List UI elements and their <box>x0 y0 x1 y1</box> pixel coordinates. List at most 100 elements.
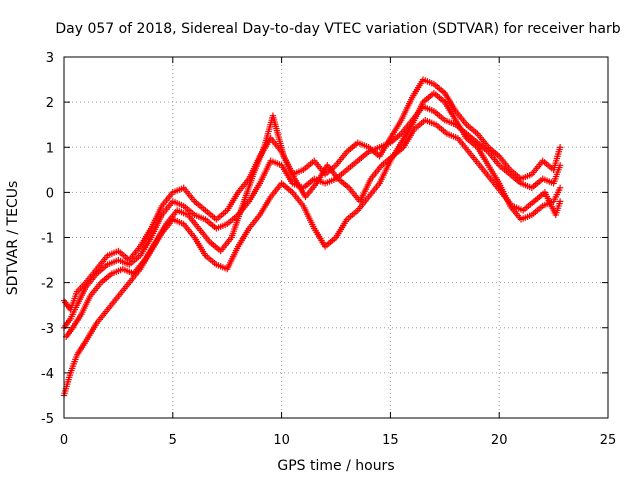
trace-markers <box>117 249 131 262</box>
trace-markers <box>530 177 545 190</box>
trace-markers <box>83 322 99 343</box>
trace-markers <box>388 118 404 140</box>
trace-markers <box>281 155 297 180</box>
trace-markers <box>323 235 338 249</box>
trace-markers <box>345 159 360 172</box>
data-point <box>556 184 564 192</box>
trace-markers <box>475 146 491 167</box>
trace-markers <box>499 191 514 208</box>
trace-markers <box>422 104 435 114</box>
trace-markers <box>334 150 349 167</box>
trace-markers <box>432 91 447 104</box>
trace-markers <box>519 181 533 191</box>
trace-markers <box>424 117 438 127</box>
trace-markers <box>88 281 103 298</box>
y-axis-label: SDTVAR / TECUs <box>5 181 21 296</box>
trace-markers <box>75 340 88 357</box>
trace-markers <box>399 123 415 144</box>
x-tick-label: 5 <box>169 433 177 448</box>
data-point <box>556 144 564 151</box>
trace-markers <box>215 262 229 272</box>
y-tick-label: 2 <box>46 96 54 111</box>
x-tick-label: 20 <box>491 433 508 448</box>
trace-markers <box>303 182 319 199</box>
trace-markers <box>453 118 469 140</box>
trace-markers <box>75 281 88 294</box>
chart-title: Day 057 of 2018, Sidereal Day-to-day VTE… <box>55 21 620 37</box>
trace-markers <box>511 203 525 213</box>
trace-markers <box>542 191 558 217</box>
trace-markers <box>541 176 555 186</box>
trace-markers <box>269 158 283 168</box>
trace-markers <box>219 236 234 253</box>
trace-markers <box>106 248 120 258</box>
trace-markers <box>270 114 287 158</box>
trace-markers <box>105 294 121 311</box>
trace-markers <box>356 195 371 212</box>
trace-markers <box>164 209 179 226</box>
trace-markers <box>508 172 523 186</box>
trace-markers <box>171 185 185 195</box>
trace-markers <box>257 159 273 185</box>
trace-markers <box>467 150 482 167</box>
trace-markers <box>465 136 479 149</box>
x-axis: 0 5 10 15 20 25 <box>60 57 616 448</box>
trace-markers <box>445 131 459 141</box>
trace-markers <box>377 159 393 185</box>
trace-markers <box>456 136 471 154</box>
trace-markers <box>215 221 229 231</box>
trace-markers <box>148 204 165 230</box>
trace-markers <box>70 312 84 330</box>
trace-markers <box>486 145 501 158</box>
trace-markers <box>465 122 479 136</box>
trace-markers <box>530 204 545 217</box>
trace-markers <box>476 141 490 154</box>
trace-markers <box>551 164 563 185</box>
trace-markers <box>68 304 80 320</box>
trace-markers <box>553 200 563 216</box>
x-tick-label: 0 <box>60 433 68 448</box>
trace-markers <box>182 186 197 203</box>
trace-markers <box>153 222 169 244</box>
trace-markers <box>127 267 142 284</box>
trace-markers <box>357 177 374 203</box>
trace-markers <box>94 254 110 271</box>
trace-markers <box>68 290 80 311</box>
trace-markers <box>488 177 504 194</box>
trace-markers <box>345 141 360 154</box>
trace-markers <box>290 191 306 208</box>
trace-markers <box>106 257 120 267</box>
trace-markers <box>497 163 512 177</box>
trace-markers <box>301 177 316 190</box>
trace-markers <box>79 294 93 316</box>
y-tick-label: -2 <box>41 277 54 292</box>
trace-markers <box>519 172 533 182</box>
trace-markers <box>399 96 415 122</box>
y-tick-label: -4 <box>41 367 54 382</box>
trace-markers <box>247 213 262 230</box>
trace-markers <box>182 204 196 217</box>
trace-markers <box>366 182 382 199</box>
trace-markers <box>225 191 241 212</box>
trace-markers <box>68 353 80 374</box>
trace-markers <box>74 285 88 307</box>
trace-markers <box>236 227 251 248</box>
trace-markers <box>377 137 393 158</box>
trace-markers <box>497 155 512 172</box>
series-track-2 <box>60 89 564 399</box>
trace-markers <box>236 177 251 194</box>
trace-markers <box>99 271 114 285</box>
trace-markers <box>477 164 493 181</box>
trace-markers <box>325 164 340 181</box>
trace-markers <box>454 109 469 126</box>
trace-markers <box>250 146 267 176</box>
y-tick-label: 1 <box>46 141 54 156</box>
data-points <box>60 76 564 399</box>
trace-markers <box>160 200 175 217</box>
trace-markers <box>84 267 99 284</box>
trace-markers <box>336 177 351 190</box>
trace-markers <box>197 227 212 244</box>
trace-markers <box>204 217 218 231</box>
trace-markers <box>422 77 435 87</box>
